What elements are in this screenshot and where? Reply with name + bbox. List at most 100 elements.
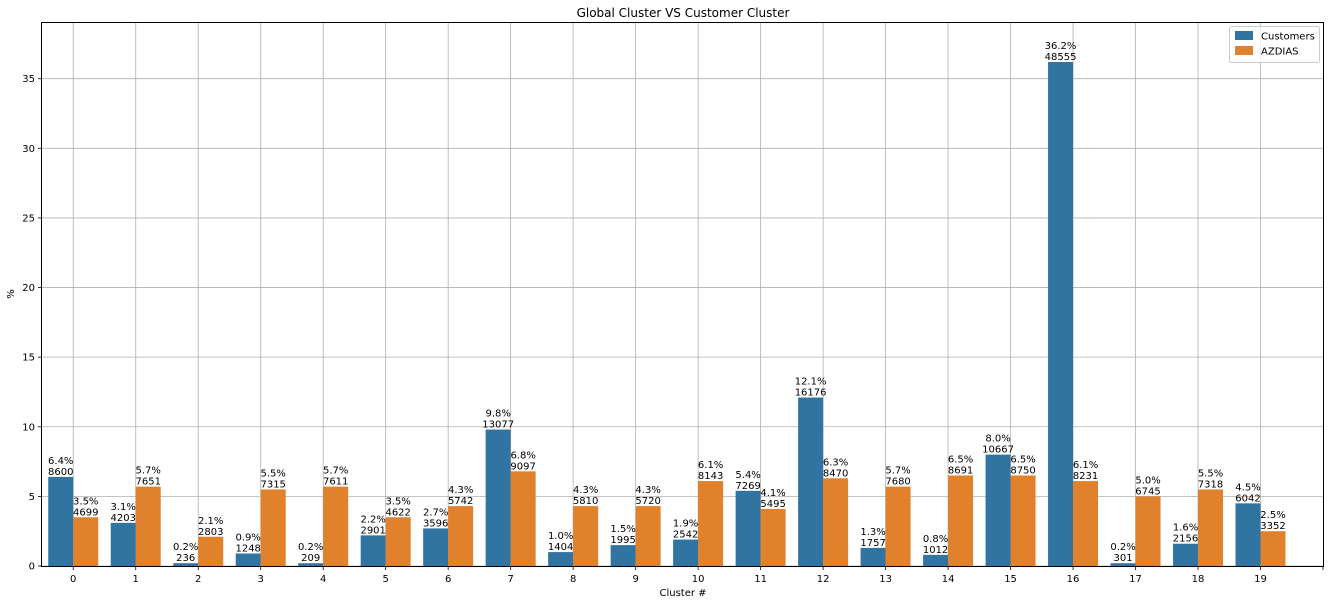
data-label-percent: 8.0% xyxy=(985,434,1010,445)
bar-azdias-0 xyxy=(73,517,99,566)
legend-swatch-azdias xyxy=(1235,46,1253,55)
bar-azdias-5 xyxy=(385,517,411,566)
bar-azdias-4 xyxy=(323,486,349,566)
bars xyxy=(48,61,1286,566)
data-label-percent: 6.3% xyxy=(823,457,848,468)
data-label-count: 4203 xyxy=(111,513,136,524)
bar-customers-10 xyxy=(673,539,699,566)
data-label-count: 13077 xyxy=(482,420,514,431)
data-label-percent: 4.3% xyxy=(635,485,660,496)
x-tick-label: 6 xyxy=(445,574,451,585)
data-label-percent: 9.8% xyxy=(485,409,510,420)
data-label-count: 7318 xyxy=(1198,479,1223,490)
bar-customers-9 xyxy=(610,545,636,566)
bar-azdias-3 xyxy=(260,489,286,566)
data-label-count: 6042 xyxy=(1235,493,1260,504)
x-tick-label: 10 xyxy=(692,574,705,585)
x-tick-label: 0 xyxy=(70,574,76,585)
x-tick-label: 11 xyxy=(754,574,767,585)
data-label-percent: 0.8% xyxy=(923,534,948,545)
data-label-percent: 1.3% xyxy=(860,527,885,538)
data-label-count: 3352 xyxy=(1260,521,1285,532)
data-label-percent: 1.6% xyxy=(1173,523,1198,534)
bar-customers-6 xyxy=(423,528,449,566)
data-label-percent: 2.1% xyxy=(198,516,223,527)
bar-azdias-13 xyxy=(885,486,911,566)
bar-azdias-19 xyxy=(1260,531,1286,566)
data-label-percent: 0.2% xyxy=(173,542,198,553)
bar-customers-14 xyxy=(923,554,949,566)
y-tick-label: 35 xyxy=(22,74,35,85)
legend: Customers AZDIAS xyxy=(1229,26,1320,63)
bar-azdias-8 xyxy=(573,506,599,566)
data-label-percent: 36.2% xyxy=(1045,41,1077,52)
data-label-percent: 5.7% xyxy=(323,466,348,477)
bar-customers-8 xyxy=(548,552,574,566)
data-label-percent: 2.5% xyxy=(1260,510,1285,521)
data-label-count: 5495 xyxy=(760,499,785,510)
data-label-count: 2542 xyxy=(673,530,698,541)
x-tick-label: 12 xyxy=(817,574,830,585)
data-label-percent: 6.1% xyxy=(1073,460,1098,471)
bar-azdias-7 xyxy=(510,471,536,566)
bar-azdias-10 xyxy=(698,481,724,566)
y-tick-label: 25 xyxy=(22,213,35,224)
data-label-percent: 4.1% xyxy=(760,488,785,499)
bar-customers-12 xyxy=(798,397,824,566)
bar-customers-15 xyxy=(985,454,1011,566)
data-label-percent: 5.5% xyxy=(1198,468,1223,479)
plot-frame xyxy=(41,22,1324,567)
data-label-percent: 5.4% xyxy=(735,470,760,481)
data-label-percent: 3.1% xyxy=(111,502,136,513)
data-label-count: 16176 xyxy=(795,388,827,399)
data-label-percent: 4.3% xyxy=(573,485,598,496)
data-label-count: 7611 xyxy=(323,477,348,488)
data-label-count: 209 xyxy=(301,553,320,564)
data-label-percent: 1.9% xyxy=(673,519,698,530)
data-label-percent: 6.5% xyxy=(1010,455,1035,466)
data-label-count: 1757 xyxy=(860,538,885,549)
x-tick-label: 18 xyxy=(1192,574,1205,585)
grid-lines xyxy=(42,23,1323,567)
bar-customers-4 xyxy=(298,563,324,566)
bar-customers-18 xyxy=(1173,543,1199,566)
bar-azdias-15 xyxy=(1010,475,1036,566)
legend-label-customers: Customers xyxy=(1261,32,1315,43)
data-label-count: 7680 xyxy=(885,477,910,488)
data-label-percent: 5.0% xyxy=(1135,475,1160,486)
x-tick-label: 4 xyxy=(320,574,326,585)
y-tick-label: 15 xyxy=(22,353,35,364)
data-label-count: 10667 xyxy=(982,445,1014,456)
x-tick-label: 2 xyxy=(195,574,201,585)
data-label-count: 8470 xyxy=(823,468,848,479)
x-tick-label: 14 xyxy=(942,574,955,585)
x-tick-label: 9 xyxy=(632,574,638,585)
x-tick-label: 19 xyxy=(1254,574,1267,585)
data-label-percent: 2.2% xyxy=(360,514,385,525)
bar-customers-7 xyxy=(485,429,511,566)
chart-title: Global Cluster VS Customer Cluster xyxy=(577,6,790,20)
data-label-percent: 5.7% xyxy=(885,466,910,477)
bar-azdias-1 xyxy=(135,486,161,566)
y-tick-label: 5 xyxy=(29,492,35,503)
y-axis-ticks: 0 5 10 15 20 25 30 35 xyxy=(22,74,42,573)
data-label-count: 9097 xyxy=(510,461,535,472)
bar-azdias-12 xyxy=(823,478,849,566)
data-label-count: 8600 xyxy=(48,467,73,478)
bar-customers-11 xyxy=(735,490,761,566)
data-label-count: 4699 xyxy=(73,507,98,518)
bar-azdias-17 xyxy=(1135,496,1161,566)
y-tick-label: 30 xyxy=(22,144,35,155)
bar-azdias-14 xyxy=(948,475,974,566)
bar-customers-17 xyxy=(1110,563,1136,566)
data-label-percent: 5.5% xyxy=(261,468,286,479)
x-axis-ticks: 0 1 2 3 4 5 6 7 8 9 10 11 12 13 14 15 16 17 18 19 xyxy=(70,566,1324,585)
data-label-count: 5810 xyxy=(573,496,598,507)
data-label-count: 3596 xyxy=(423,518,448,529)
data-label-count: 5742 xyxy=(448,496,473,507)
data-label-percent: 0.9% xyxy=(236,532,261,543)
bar-azdias-2 xyxy=(198,536,224,566)
data-label-count: 1248 xyxy=(235,543,260,554)
data-label-percent: 3.5% xyxy=(385,496,410,507)
